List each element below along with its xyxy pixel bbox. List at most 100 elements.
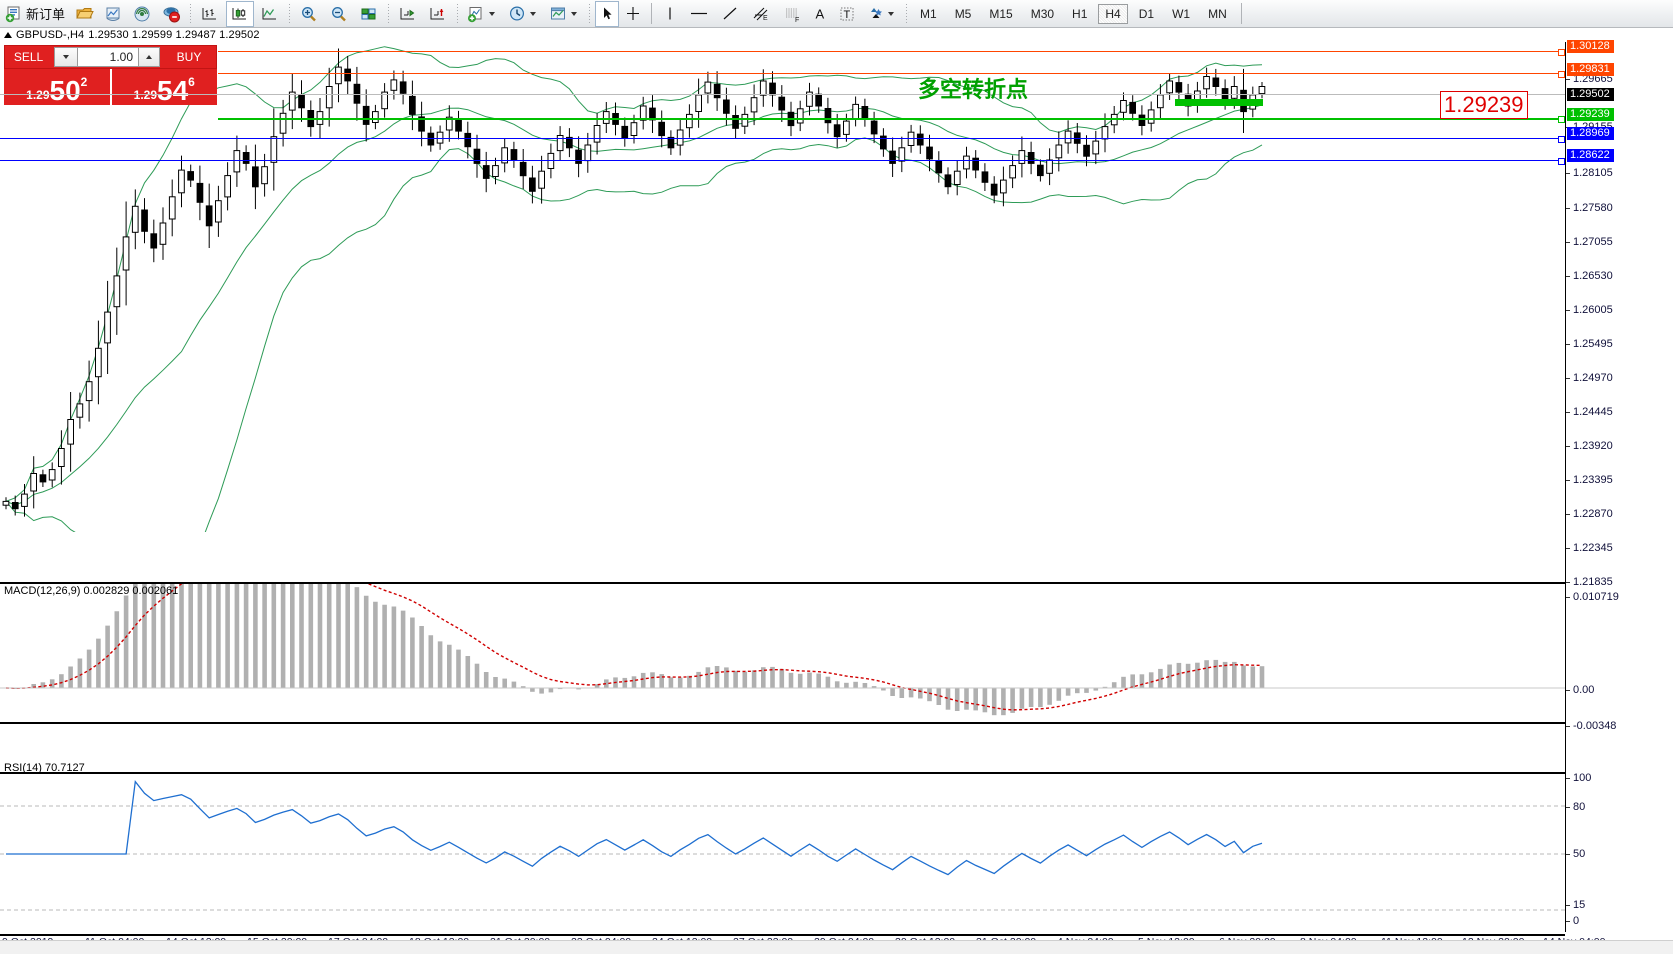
buy-button[interactable]: BUY (162, 45, 217, 69)
folder-button[interactable] (71, 1, 98, 27)
collapse-triangle-icon[interactable] (4, 31, 12, 38)
equidistant-channel-button[interactable]: E (746, 1, 776, 27)
rsi-label: RSI(14) 70.7127 (4, 762, 85, 774)
price-tick: 1.27055 (1566, 236, 1613, 248)
timeframe-m30[interactable]: M30 (1030, 6, 1055, 21)
timeframe-m1[interactable]: M1 (920, 6, 937, 21)
horizontal-line-button[interactable] (684, 1, 714, 27)
shapes-button[interactable] (862, 1, 901, 27)
toolbar-separator-6 (651, 3, 653, 24)
indicators-button[interactable] (463, 1, 502, 27)
level-anchor-resistance-1[interactable] (1558, 49, 1565, 56)
price-tag[interactable]: 1.29831 (1567, 63, 1614, 76)
symbol-period-label: GBPUSD-,H4 (16, 28, 85, 41)
crosshair-icon (627, 6, 640, 20)
level-anchor-resistance-2[interactable] (1558, 71, 1565, 78)
price-chart-canvas[interactable] (0, 42, 1565, 532)
folder-icon (76, 7, 94, 18)
turning-point-annotation: 多空转折点 (918, 77, 1029, 102)
price-tick: 1.23920 (1566, 440, 1613, 452)
level-anchor-support-2[interactable] (1558, 158, 1565, 165)
sell-price-quote[interactable]: 1.29 50 2 (4, 69, 110, 105)
level-line-resistance-2[interactable] (218, 73, 1565, 74)
fibonacci-button[interactable]: F (778, 1, 806, 27)
templates-icon (551, 7, 566, 19)
timeframe-w1[interactable]: W1 (1172, 6, 1191, 21)
bar-chart-icon (202, 7, 217, 19)
zoom-in-icon (302, 6, 316, 21)
level-line-pivot[interactable] (218, 118, 1565, 120)
level-line-support-2[interactable] (0, 160, 1565, 161)
price-tick: 1.24970 (1566, 372, 1613, 384)
macd-chart-canvas[interactable] (0, 582, 1565, 724)
sell-price-main: 50 (49, 75, 81, 106)
zoom-in-button[interactable] (295, 1, 323, 27)
vertical-line-button[interactable] (658, 1, 682, 27)
level-line-support-1[interactable] (0, 138, 1565, 139)
level-anchor-pivot[interactable] (1558, 116, 1565, 123)
new-order-icon (5, 6, 20, 22)
indicator-tick: 50 (1566, 848, 1585, 860)
candlestick-chart-button[interactable] (226, 0, 255, 27)
level-anchor-support-1[interactable] (1558, 136, 1565, 143)
trade-panel-top-row: SELL 1.00 BUY (4, 45, 217, 69)
tile-windows-button[interactable] (355, 1, 383, 27)
timeframe-m5[interactable]: M5 (954, 6, 972, 21)
templates-button[interactable] (545, 1, 584, 27)
line-chart-icon (262, 7, 277, 19)
price-tag[interactable]: 1.28969 (1567, 127, 1614, 140)
autotrading-button[interactable] (158, 1, 185, 27)
shapes-dropdown-caret[interactable] (888, 11, 895, 16)
volume-dropdown-button[interactable] (54, 47, 78, 67)
rsi-chart-canvas[interactable] (0, 772, 1565, 936)
sell-price-prefix: 1.29 (26, 88, 50, 102)
price-tick: 1.22345 (1566, 542, 1613, 554)
price-tag[interactable]: 1.30128 (1567, 40, 1614, 53)
zoom-out-icon (332, 6, 346, 21)
indicators-dropdown-caret[interactable] (489, 11, 496, 16)
chart-shift-icon (400, 7, 415, 19)
level-line-resistance-1[interactable] (218, 51, 1565, 52)
crosshair-button[interactable] (621, 1, 645, 27)
price-tick: 1.24445 (1566, 406, 1613, 418)
chart-shift-button[interactable] (394, 1, 422, 27)
zoom-out-button[interactable] (325, 1, 353, 27)
volume-stepper-up[interactable] (138, 47, 160, 67)
toolbar-separator-8 (1240, 3, 1242, 24)
text-label-button[interactable]: T (834, 1, 860, 27)
pivot-highlight-band (1175, 99, 1263, 106)
new-order-button[interactable]: 新订单 (1, 1, 69, 27)
volume-input[interactable]: 1.00 (78, 47, 138, 67)
timeframe-m15[interactable]: M15 (989, 6, 1013, 21)
price-tag[interactable]: 1.28622 (1567, 149, 1614, 162)
buy-price-fraction: 6 (188, 75, 195, 89)
timeframe-mn[interactable]: MN (1208, 6, 1227, 21)
timeframe-d1[interactable]: D1 (1138, 6, 1155, 21)
indicators-icon (468, 6, 482, 22)
cursor-button[interactable] (595, 0, 620, 27)
indicator-tick: 15 (1566, 899, 1585, 911)
period-dropdown-caret[interactable] (530, 11, 537, 16)
buy-price-quote[interactable]: 1.29 54 6 (111, 69, 217, 105)
signals-button[interactable] (129, 1, 156, 27)
timeframe-h4[interactable]: H4 (1098, 3, 1128, 24)
bar-chart-button[interactable] (196, 1, 224, 27)
price-tag[interactable]: 1.29239 (1567, 108, 1614, 121)
timeframe-h1[interactable]: H1 (1072, 6, 1088, 21)
indicator-tick: 80 (1566, 801, 1585, 813)
templates-dropdown-caret[interactable] (571, 11, 578, 16)
indicator-tick: 0.00 (1566, 684, 1594, 696)
vertical-line-icon (669, 7, 671, 19)
price-tag[interactable]: 1.29502 (1567, 88, 1614, 101)
save-chart-button[interactable] (100, 1, 127, 27)
auto-scroll-button[interactable] (424, 1, 452, 27)
indicator-tick: 0 (1566, 915, 1579, 927)
sell-button[interactable]: SELL (4, 45, 52, 69)
price-tick: 1.26530 (1566, 270, 1613, 282)
period-icon (510, 5, 525, 21)
line-chart-button[interactable] (256, 1, 284, 27)
text-button[interactable]: A (808, 1, 832, 27)
trendline-button[interactable] (716, 1, 744, 27)
price-axis[interactable]: 1.296651.291551.281051.275801.270551.265… (1565, 40, 1673, 932)
period-button[interactable] (504, 1, 543, 27)
